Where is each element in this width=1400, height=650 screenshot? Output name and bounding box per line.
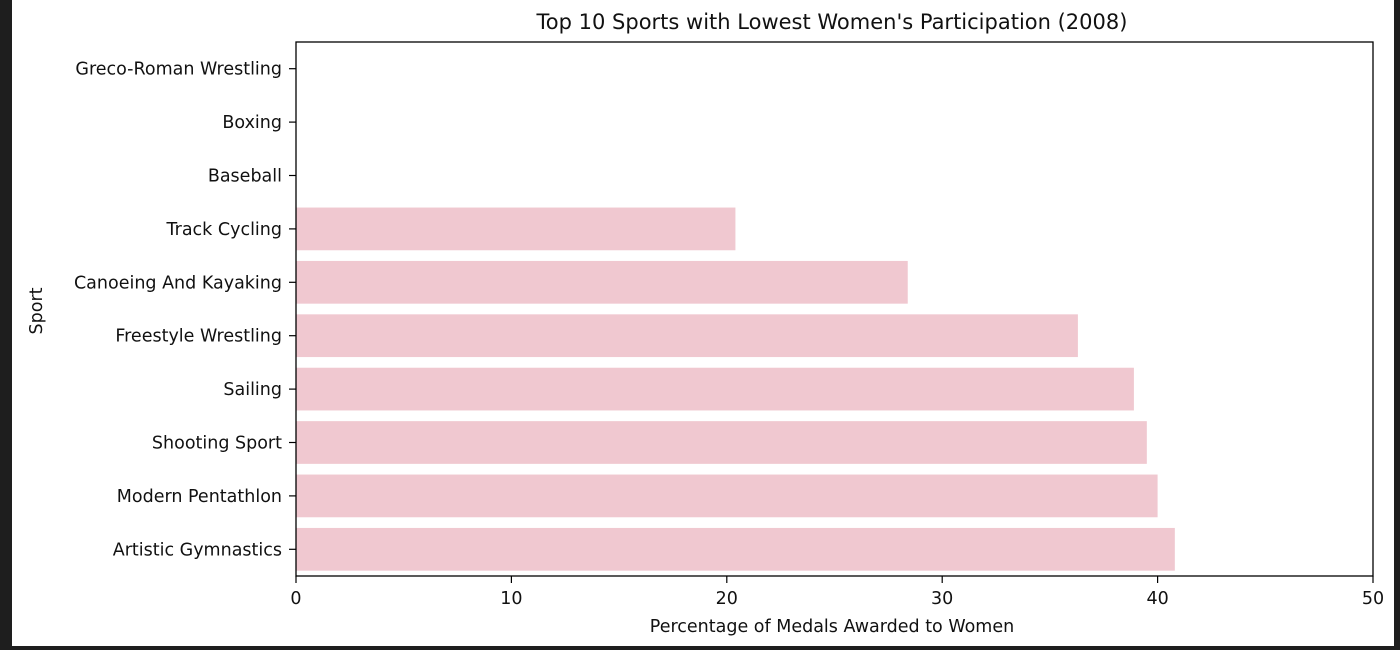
chart-canvas: Top 10 Sports with Lowest Women's Partic…	[12, 0, 1394, 646]
y-tick-label: Shooting Sport	[152, 434, 282, 454]
bars-group	[296, 207, 1175, 571]
y-tick-label: Canoeing And Kayaking	[74, 273, 282, 293]
bar	[296, 260, 908, 304]
y-tick-label: Freestyle Wrestling	[115, 327, 282, 347]
y-ticks-group: Greco-Roman Wrestling Boxing Baseball Track…	[74, 60, 296, 560]
y-tick-label: Sailing	[223, 380, 282, 400]
y-tick-label: Modern Pentathlon	[117, 487, 282, 507]
bar	[296, 367, 1134, 411]
bar-chart: Top 10 Sports with Lowest Women's Partic…	[27, 10, 1384, 637]
chart-title: Top 10 Sports with Lowest Women's Partic…	[536, 10, 1128, 34]
x-tick-label: 40	[1146, 589, 1168, 609]
x-ticks-group: 0 10 20 30 40 50	[290, 576, 1384, 609]
x-axis-title: Percentage of Medals Awarded to Women	[650, 617, 1014, 637]
bar	[296, 421, 1147, 464]
x-tick-label: 0	[290, 589, 301, 609]
bar	[296, 314, 1078, 358]
bar	[296, 207, 736, 251]
y-tick-label: Track Cycling	[166, 220, 282, 240]
y-tick-label: Artistic Gymnastics	[113, 540, 282, 560]
x-tick-label: 10	[500, 589, 522, 609]
bar	[296, 527, 1175, 571]
plot-area-frame	[295, 41, 1374, 577]
y-tick-label: Baseball	[208, 167, 282, 187]
x-tick-label: 20	[716, 589, 738, 609]
y-tick-label: Greco-Roman Wrestling	[75, 60, 282, 80]
bar	[296, 474, 1158, 518]
y-axis-title: Sport	[27, 287, 47, 334]
y-tick-label: Boxing	[222, 113, 282, 133]
x-tick-label: 30	[931, 589, 953, 609]
x-tick-label: 50	[1362, 589, 1384, 609]
